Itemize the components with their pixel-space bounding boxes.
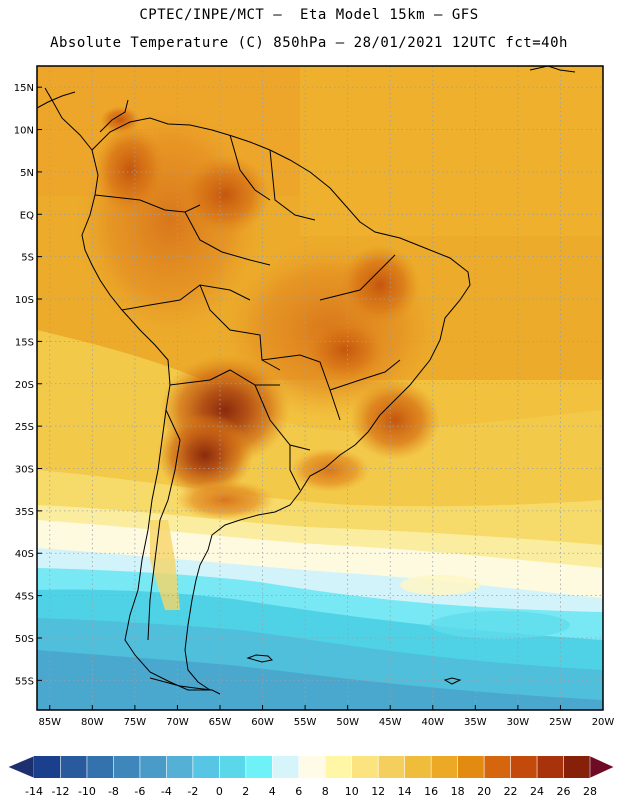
colorbar-swatch bbox=[404, 756, 432, 778]
lat-label: 20S bbox=[15, 380, 34, 391]
colorbar-swatch bbox=[166, 756, 194, 778]
map-title-line2: Absolute Temperature (C) 850hPa – 28/01/… bbox=[50, 35, 568, 51]
colorbar-label: -8 bbox=[108, 785, 119, 798]
colorbar-label: 12 bbox=[371, 785, 385, 798]
colorbar-over-arrow bbox=[589, 755, 615, 779]
lon-label: 60W bbox=[251, 717, 274, 728]
colorbar-swatch bbox=[272, 756, 300, 778]
lon-label: 65W bbox=[209, 717, 232, 728]
colorbar-swatch bbox=[351, 756, 379, 778]
lon-label: 85W bbox=[38, 717, 61, 728]
coastlines-and-borders bbox=[37, 66, 576, 695]
colorbar-swatch bbox=[34, 756, 61, 778]
lat-label: 30S bbox=[15, 465, 34, 476]
lon-label: 20W bbox=[592, 717, 615, 728]
colorbar-swatch bbox=[60, 756, 88, 778]
lat-label: 40S bbox=[15, 549, 34, 560]
colorbar-label: 24 bbox=[530, 785, 544, 798]
colorbar-label: 2 bbox=[242, 785, 249, 798]
lon-label: 30W bbox=[507, 717, 530, 728]
colorbar-swatch bbox=[431, 756, 458, 778]
longitude-axis: 85W 80W 75W 70W 65W 60W 55W 50W 45W 40W 35W 30W 25W 2… bbox=[38, 705, 614, 728]
colorbar-label: -14 bbox=[25, 785, 43, 798]
lat-label: 15N bbox=[14, 83, 34, 94]
colorbar-labels: -14 -12 -10 -8 -6 -4 -2 0 2 4 6 8 10 12 14 16 18 20 22 24 26… bbox=[25, 785, 597, 798]
temperature-field bbox=[37, 66, 603, 710]
lon-label: 70W bbox=[166, 717, 189, 728]
lat-lon-grid bbox=[37, 66, 603, 710]
colorbar-label: 26 bbox=[557, 785, 571, 798]
colorbar-label: 10 bbox=[345, 785, 359, 798]
colorbar-label: 18 bbox=[451, 785, 465, 798]
colorbar-swatch bbox=[325, 756, 353, 778]
colorbar-swatch bbox=[245, 756, 273, 778]
latitude-axis: 15N 10N 5N EQ 5S 10S 15S 20S 25S 30S 35S 40S 45S 50S 5… bbox=[14, 83, 42, 687]
colorbar-swatch bbox=[298, 756, 326, 778]
colorbar-swatch bbox=[537, 756, 564, 778]
colorbar-label: -2 bbox=[187, 785, 198, 798]
colorbar-under-arrow bbox=[7, 755, 35, 779]
colorbar-swatch bbox=[113, 756, 141, 778]
colorbar-swatch bbox=[457, 756, 485, 778]
colorbar-label: -12 bbox=[51, 785, 69, 798]
colorbar-label: 8 bbox=[322, 785, 329, 798]
lat-label: 45S bbox=[15, 592, 34, 603]
colorbar-label: 16 bbox=[424, 785, 438, 798]
colorbar-swatch bbox=[219, 756, 247, 778]
lon-label: 25W bbox=[549, 717, 572, 728]
lat-label: 5S bbox=[21, 253, 34, 264]
colorbar-swatch bbox=[192, 756, 220, 778]
colorbar-label: -10 bbox=[78, 785, 96, 798]
lon-label: 75W bbox=[124, 717, 147, 728]
map-title-line1: CPTEC/INPE/MCT – Eta Model 15km – GFS bbox=[139, 7, 479, 23]
lat-label: 50S bbox=[15, 634, 34, 645]
lat-label: 15S bbox=[15, 337, 34, 348]
colorbar-label: 14 bbox=[398, 785, 412, 798]
colorbar-label: 22 bbox=[504, 785, 518, 798]
colorbar-swatch bbox=[139, 756, 167, 778]
colorbar-label: 6 bbox=[295, 785, 302, 798]
lon-label: 35W bbox=[464, 717, 487, 728]
colorbar-label: 4 bbox=[269, 785, 276, 798]
colorbar-swatch bbox=[378, 756, 405, 778]
lat-label: 55S bbox=[15, 676, 34, 687]
lon-label: 50W bbox=[336, 717, 359, 728]
lon-label: 45W bbox=[379, 717, 402, 728]
colorbar-label: 20 bbox=[477, 785, 491, 798]
colorbar-swatch bbox=[563, 756, 591, 778]
map-frame bbox=[36, 65, 604, 711]
lat-label: 10S bbox=[15, 295, 34, 306]
lon-label: 55W bbox=[294, 717, 317, 728]
colorbar-label: -6 bbox=[134, 785, 145, 798]
lon-label: 80W bbox=[81, 717, 104, 728]
colorbar-swatch bbox=[510, 756, 538, 778]
colorbar-label: 28 bbox=[583, 785, 597, 798]
colorbar-swatch bbox=[86, 756, 114, 778]
lon-label: 40W bbox=[421, 717, 444, 728]
lat-label: 5N bbox=[20, 168, 34, 179]
lat-label: 25S bbox=[15, 422, 34, 433]
colorbar-swatch bbox=[484, 756, 511, 778]
temperature-colorbar bbox=[7, 755, 615, 779]
colorbar-label: -4 bbox=[161, 785, 172, 798]
lat-label: 35S bbox=[15, 507, 34, 518]
colorbar-label: 0 bbox=[216, 785, 223, 798]
lat-label: EQ bbox=[20, 210, 34, 221]
lat-label: 10N bbox=[14, 126, 34, 137]
